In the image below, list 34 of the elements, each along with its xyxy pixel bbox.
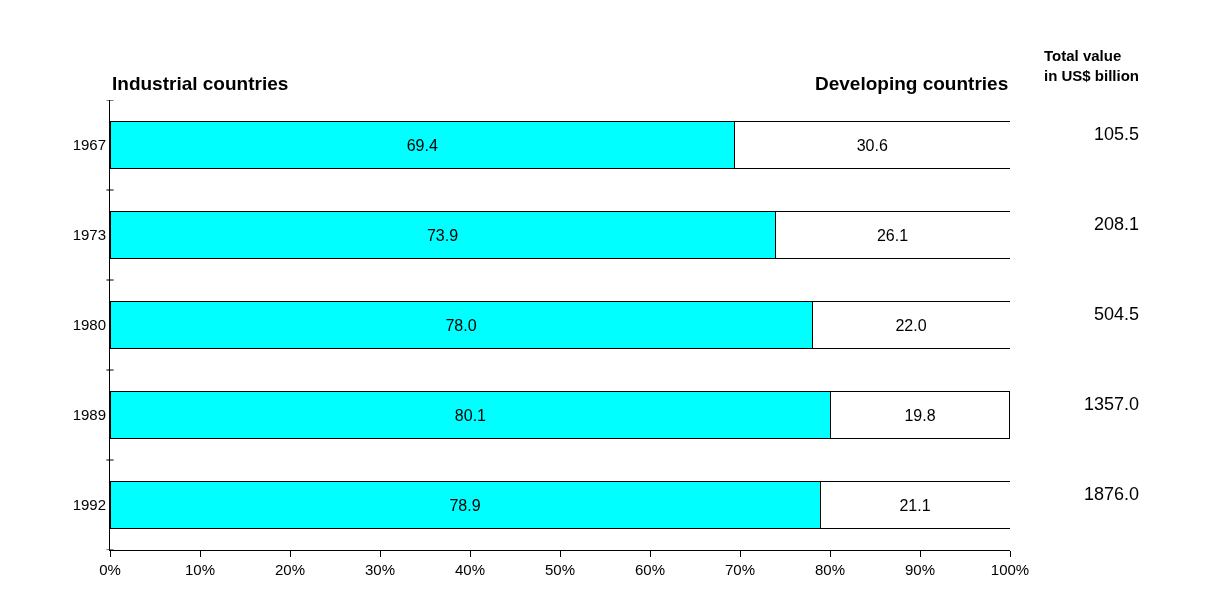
data-label: 21.1 <box>899 496 931 514</box>
y-tick-label: 1992 <box>72 496 106 514</box>
y-tick-label: 1967 <box>72 136 106 154</box>
data-label: 73.9 <box>426 226 459 244</box>
series-label: Developing countries <box>815 73 1009 94</box>
data-label: 80.1 <box>454 406 487 424</box>
x-tick-label: 50% <box>544 561 576 578</box>
data-label: 69.4 <box>406 136 438 154</box>
x-tick-label: 60% <box>634 561 666 578</box>
data-label: 78.0 <box>445 316 477 334</box>
data-label: 26.1 <box>876 226 909 244</box>
data-label: 22.0 <box>895 316 927 334</box>
y-tick-label: 1980 <box>72 316 106 334</box>
text: 1876.0 <box>1084 484 1140 504</box>
x-tick-label: 0% <box>99 561 121 578</box>
x-tick-label: 40% <box>454 561 486 578</box>
data-label: 78.9 <box>449 496 481 514</box>
x-tick-label: 80% <box>814 561 846 578</box>
series-label: Industrial countries <box>112 73 289 94</box>
text: 105.5 <box>1094 124 1140 144</box>
text: 208.1 <box>1094 214 1140 234</box>
x-tick-label: 100% <box>990 561 1030 578</box>
data-label: 30.6 <box>856 136 888 154</box>
x-tick-label: 70% <box>724 561 756 578</box>
y-tick-label: 1989 <box>72 406 106 424</box>
y-tick-label: 1973 <box>72 226 106 244</box>
text: Total value in US$ billion <box>1044 47 1140 84</box>
text: 1357.0 <box>1084 394 1140 414</box>
x-tick-label: 30% <box>364 561 396 578</box>
text: 504.5 <box>1094 304 1140 324</box>
x-tick-label: 10% <box>184 561 216 578</box>
x-tick-label: 90% <box>904 561 936 578</box>
x-tick-label: 20% <box>274 561 306 578</box>
data-label: 19.8 <box>904 406 936 424</box>
